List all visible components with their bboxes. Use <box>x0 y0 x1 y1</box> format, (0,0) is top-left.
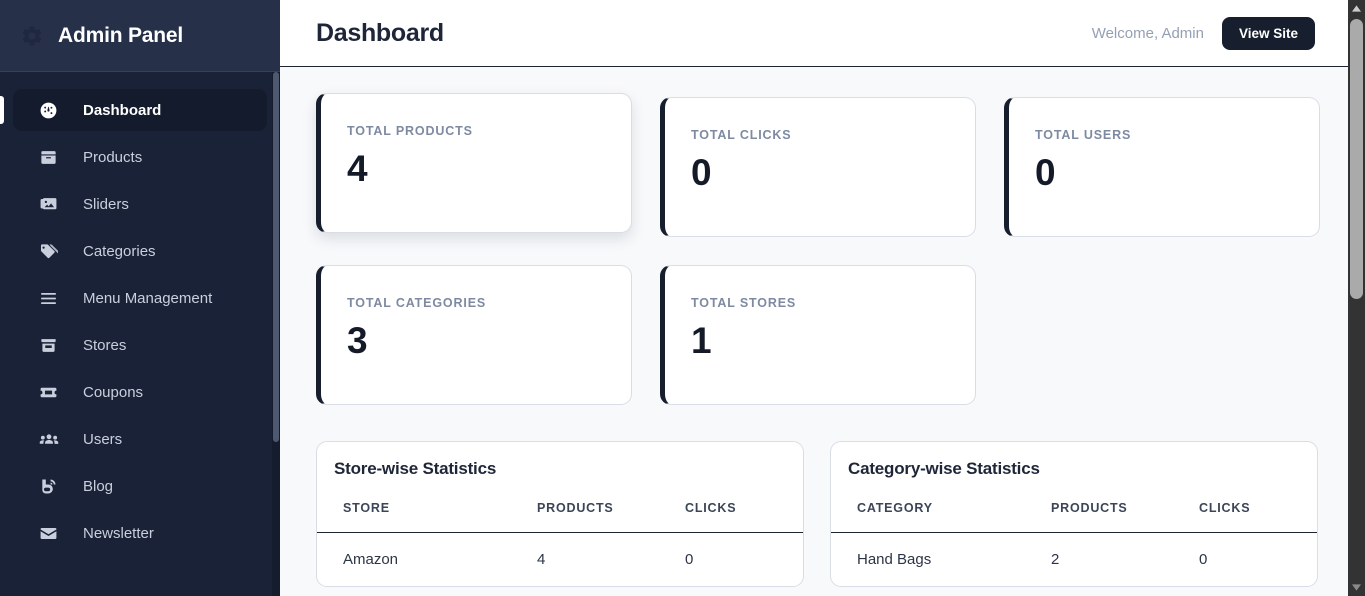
sidebar-item-categories[interactable]: Categories <box>13 230 267 272</box>
brand-title: Admin Panel <box>58 23 183 47</box>
cell-store-products: 4 <box>537 551 546 568</box>
column-header-products: PRODUCTS <box>529 495 677 533</box>
envelope-icon <box>39 523 61 543</box>
welcome-text: Welcome, Admin <box>1091 24 1204 42</box>
panel-header: Category-wise Statistics <box>831 442 1317 495</box>
stat-label: TOTAL STORES <box>691 296 797 310</box>
sidebar-item-label: Dashboard <box>83 101 162 119</box>
sidebar-item-stores[interactable]: Stores <box>13 324 267 366</box>
sidebar-nav: Dashboard Products Sliders <box>0 72 280 554</box>
sidebar-brand: Admin Panel <box>0 0 280 72</box>
sidebar-item-label: Newsletter <box>83 524 154 542</box>
speedometer-icon <box>39 100 61 120</box>
statistics-panels: Store-wise Statistics STORE PRODUCTS CLI… <box>316 441 1329 587</box>
panel-title: Category-wise Statistics <box>848 459 1040 478</box>
stat-cards-grid: TOTAL PRODUCTS 4 TOTAL CLICKS 0 TOTAL US… <box>316 93 1329 405</box>
sidebar-item-newsletter[interactable]: Newsletter <box>13 512 267 554</box>
sidebar-item-label: Menu Management <box>83 289 213 307</box>
stat-card-total-stores[interactable]: TOTAL STORES 1 <box>660 265 976 405</box>
images-icon <box>39 194 61 214</box>
sidebar-item-label: Coupons <box>83 383 144 401</box>
cell-category-products: 2 <box>1051 551 1060 568</box>
stat-card-total-categories[interactable]: TOTAL CATEGORIES 3 <box>316 265 632 405</box>
sidebar-item-dashboard[interactable]: Dashboard <box>0 89 267 131</box>
view-site-button[interactable]: View Site <box>1221 16 1315 50</box>
sidebar-item-label: Categories <box>83 242 156 260</box>
stat-label: TOTAL PRODUCTS <box>347 124 473 138</box>
top-bar: Dashboard Welcome, Admin View Site <box>280 0 1365 67</box>
store-statistics-table: STORE PRODUCTS CLICKS Amazon 4 0 <box>317 495 803 586</box>
stat-value: 0 <box>1035 152 1056 193</box>
stat-card-total-clicks[interactable]: TOTAL CLICKS 0 <box>660 97 976 237</box>
table-body: Amazon 4 0 <box>317 533 803 587</box>
sidebar-item-products[interactable]: Products <box>13 136 267 178</box>
sidebar-item-label: Blog <box>83 477 114 495</box>
panel-title: Store-wise Statistics <box>334 459 497 478</box>
category-statistics-table: CATEGORY PRODUCTS CLICKS Hand Bags 2 0 <box>831 495 1317 586</box>
stat-label: TOTAL CLICKS <box>691 128 792 142</box>
cell-store-name: Amazon <box>343 551 399 568</box>
sidebar-item-coupons[interactable]: Coupons <box>13 371 267 413</box>
store-icon <box>39 335 61 355</box>
sidebar-item-sliders[interactable]: Sliders <box>13 183 267 225</box>
box-icon <box>39 147 61 167</box>
stat-label: TOTAL CATEGORIES <box>347 296 487 310</box>
stat-card-total-users[interactable]: TOTAL USERS 0 <box>1004 97 1320 237</box>
gear-icon <box>20 24 44 48</box>
table-row: Hand Bags 2 0 <box>831 533 1317 587</box>
sidebar-scrollbar-thumb[interactable] <box>273 72 279 442</box>
sidebar-item-blog[interactable]: Blog <box>13 465 267 507</box>
page-title: Dashboard <box>316 18 444 47</box>
sidebar-item-label: Sliders <box>83 195 129 213</box>
cell-store-clicks: 0 <box>685 551 694 568</box>
tags-icon <box>39 241 61 261</box>
table-body: Hand Bags 2 0 <box>831 533 1317 587</box>
sidebar-item-users[interactable]: Users <box>13 418 267 460</box>
table-head: CATEGORY PRODUCTS CLICKS <box>831 495 1317 533</box>
scroll-down-arrow-icon[interactable] <box>1348 579 1365 596</box>
stat-value: 4 <box>347 148 368 189</box>
sidebar-scrollbar[interactable] <box>272 72 280 596</box>
panel-category-wise-statistics: Category-wise Statistics CATEGORY PRODUC… <box>830 441 1318 587</box>
stat-card-total-products[interactable]: TOTAL PRODUCTS 4 <box>316 93 632 233</box>
top-bar-actions: Welcome, Admin View Site <box>1091 16 1315 50</box>
ticket-icon <box>39 382 61 402</box>
stat-label: TOTAL USERS <box>1035 128 1132 142</box>
table-head: STORE PRODUCTS CLICKS <box>317 495 803 533</box>
sidebar: Admin Panel Dashboard Products <box>0 0 280 596</box>
dashboard-content: TOTAL PRODUCTS 4 TOTAL CLICKS 0 TOTAL US… <box>280 67 1365 587</box>
stat-value: 1 <box>691 320 712 361</box>
column-header-clicks: CLICKS <box>1191 495 1317 533</box>
panel-store-wise-statistics: Store-wise Statistics STORE PRODUCTS CLI… <box>316 441 804 587</box>
panel-header: Store-wise Statistics <box>317 442 803 495</box>
table-row: Amazon 4 0 <box>317 533 803 587</box>
bars-icon <box>39 288 61 308</box>
page-scrollbar-thumb[interactable] <box>1350 19 1363 299</box>
cell-category-clicks: 0 <box>1199 551 1208 568</box>
sidebar-item-menu-management[interactable]: Menu Management <box>13 277 267 319</box>
stat-value: 0 <box>691 152 712 193</box>
table-header-row: STORE PRODUCTS CLICKS <box>317 495 803 533</box>
column-header-store: STORE <box>317 495 529 533</box>
table-header-row: CATEGORY PRODUCTS CLICKS <box>831 495 1317 533</box>
column-header-clicks: CLICKS <box>677 495 803 533</box>
page-scrollbar[interactable] <box>1348 0 1365 596</box>
users-icon <box>39 429 61 449</box>
column-header-category: CATEGORY <box>831 495 1043 533</box>
scroll-up-arrow-icon[interactable] <box>1348 0 1365 17</box>
sidebar-item-label: Stores <box>83 336 127 354</box>
blog-icon <box>39 476 61 496</box>
sidebar-item-label: Users <box>83 430 123 448</box>
sidebar-item-label: Products <box>83 148 143 166</box>
column-header-products: PRODUCTS <box>1043 495 1191 533</box>
main-content: Dashboard Welcome, Admin View Site TOTAL… <box>280 0 1365 596</box>
cell-category-name: Hand Bags <box>857 551 932 568</box>
stat-value: 3 <box>347 320 368 361</box>
